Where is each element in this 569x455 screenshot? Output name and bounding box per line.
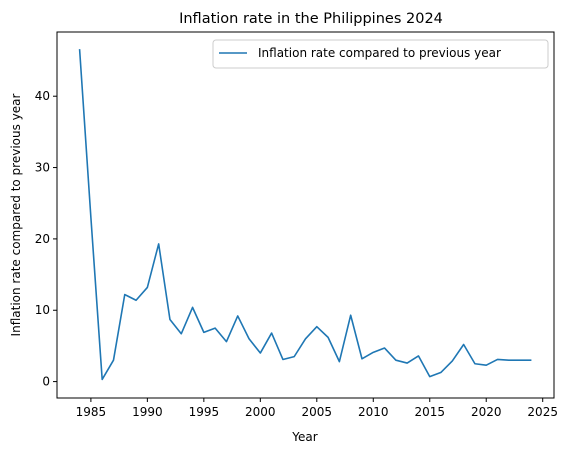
y-tick-label: 30 — [35, 161, 50, 175]
x-tick-label: 1995 — [189, 405, 220, 419]
chart-title: Inflation rate in the Philippines 2024 — [179, 11, 443, 27]
x-axis-title: Year — [291, 430, 317, 444]
x-tick-label: 1990 — [132, 405, 163, 419]
y-tick-label: 0 — [42, 375, 50, 389]
x-tick-label: 2025 — [527, 405, 558, 419]
series-layer — [78, 49, 532, 381]
x-tick-label: 2015 — [414, 405, 445, 419]
y-tick-label: 20 — [35, 232, 50, 246]
plot-area: 1985 1990 1995 2000 2005 2010 2015 2020 2025 0 10… — [35, 31, 558, 419]
y-tick-label: 40 — [35, 89, 50, 103]
legend: Inflation rate compared to previous year — [212, 39, 549, 69]
y-axis-ticks: 0 10 20 30 40 — [35, 89, 57, 389]
series-line — [78, 49, 532, 381]
x-tick-label: 2000 — [245, 405, 276, 419]
legend-box — [212, 39, 549, 69]
x-tick-label: 2005 — [302, 405, 333, 419]
x-tick-label: 2010 — [358, 405, 389, 419]
x-tick-label: 1985 — [76, 405, 107, 419]
legend-label: Inflation rate compared to previous year — [258, 46, 501, 60]
y-tick-label: 10 — [35, 303, 50, 317]
x-axis-ticks: 1985 1990 1995 2000 2005 2010 2015 2020 2025 — [76, 398, 558, 419]
x-tick-label: 2020 — [471, 405, 502, 419]
y-axis-title: Inflation rate compared to previous year — [9, 93, 23, 336]
plot-frame — [56, 31, 555, 399]
